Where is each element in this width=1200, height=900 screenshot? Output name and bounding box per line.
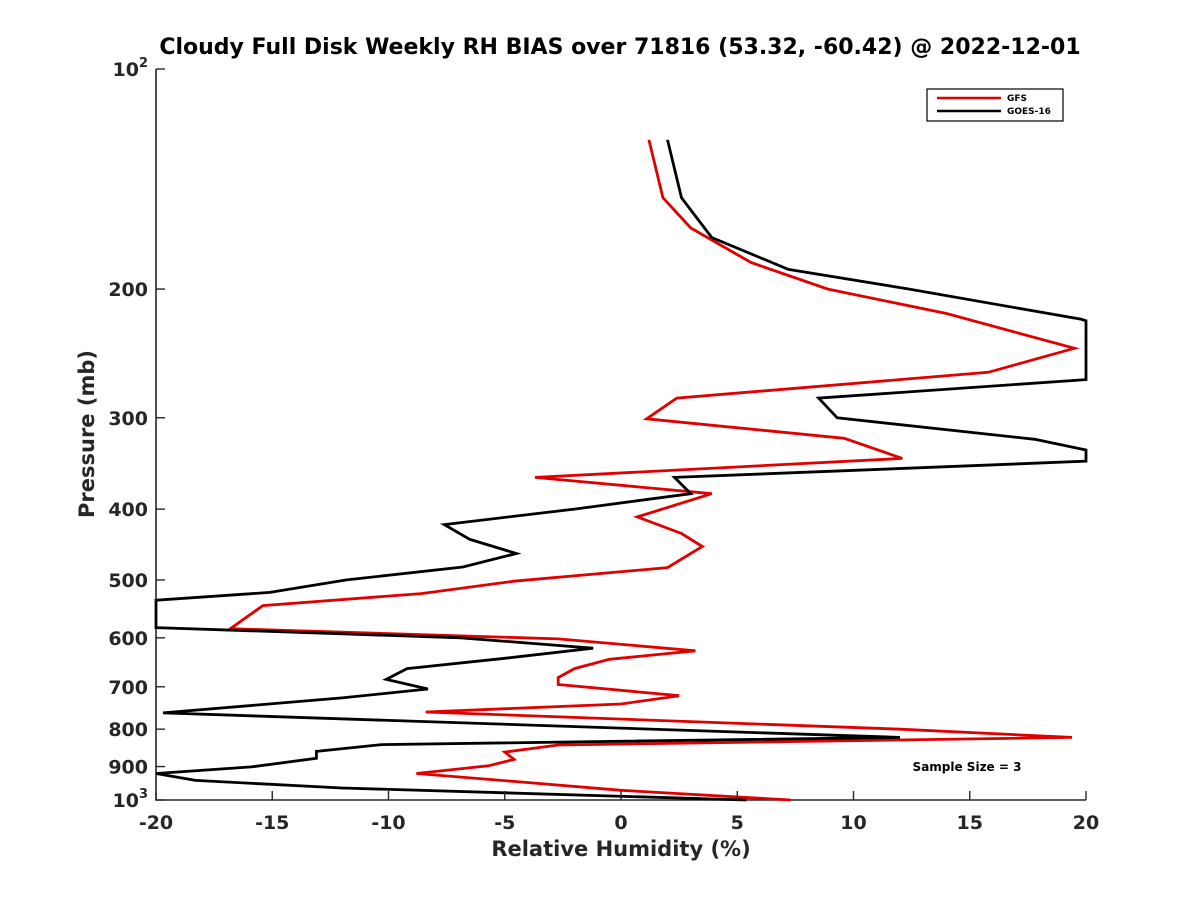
y-tick-label: 600: [108, 628, 148, 650]
x-tick-label: -15: [255, 812, 289, 834]
series-line-goes-16: [154, 139, 1088, 802]
x-tick-label: 15: [957, 812, 983, 834]
x-tick-label: -5: [494, 812, 515, 834]
x-axis-ticks: -20 -15 -10 -5 0 5 10 15 20: [139, 791, 1099, 834]
y-tick-label: 900: [108, 757, 148, 779]
legend: GFS GOES-16: [926, 88, 1064, 122]
legend-label: GOES-16: [1007, 107, 1051, 117]
y-tick-label: 300: [108, 408, 148, 430]
x-tick-label: 5: [731, 812, 744, 834]
legend-box: [926, 88, 1064, 122]
plot-area: -20 -15 -10 -5 0 5 10 15 20 102 200 300 400 500 600 70…: [108, 56, 1099, 834]
legend-label: GFS: [1007, 94, 1027, 104]
x-tick-label: 0: [614, 812, 627, 834]
chart-title: Cloudy Full Disk Weekly RH BIAS over 718…: [159, 35, 1080, 60]
x-tick-label: 20: [1073, 812, 1099, 834]
y-axis-label: Pressure (mb): [75, 350, 99, 518]
y-axis-ticks: 102 200 300 400 500 600 700 800 900 103: [108, 56, 165, 812]
x-axis-label: Relative Humidity (%): [491, 837, 750, 861]
y-tick-label: 800: [108, 719, 148, 741]
y-tick-label: 400: [108, 499, 148, 521]
series-line-gfs: [226, 139, 1080, 802]
y-tick-label: 103: [113, 787, 149, 812]
sample-size-annotation: Sample Size = 3: [913, 760, 1022, 774]
series-layer: [154, 139, 1088, 802]
x-tick-label: -10: [371, 812, 405, 834]
y-tick-label: 500: [108, 570, 148, 592]
x-tick-label: -20: [139, 812, 173, 834]
y-tick-label: 200: [108, 279, 148, 301]
y-tick-label: 102: [113, 56, 149, 81]
y-tick-label: 700: [108, 677, 148, 699]
x-tick-label: 10: [840, 812, 866, 834]
